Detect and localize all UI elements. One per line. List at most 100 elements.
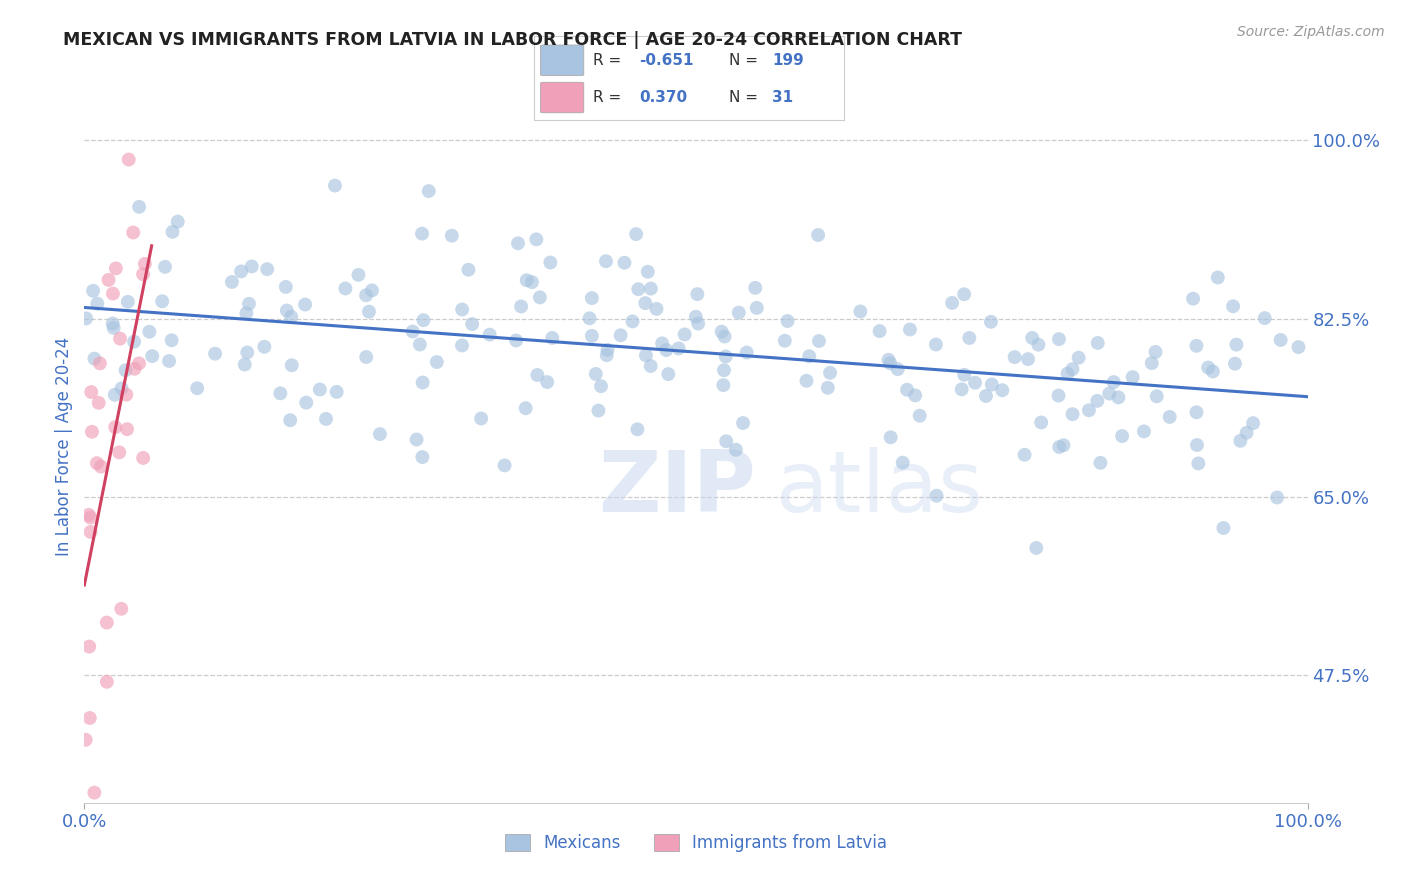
Point <box>162 225 184 239</box>
Point <box>104 388 127 402</box>
Point <box>710 325 733 339</box>
Text: N =: N = <box>730 90 763 105</box>
Point <box>1111 429 1133 443</box>
Point <box>118 153 141 167</box>
Point <box>361 284 384 298</box>
Point <box>624 227 647 241</box>
Point <box>166 214 188 228</box>
Point <box>1062 362 1084 376</box>
Point <box>538 255 561 269</box>
Point <box>1090 456 1112 470</box>
Point <box>516 273 538 287</box>
Point <box>506 236 529 251</box>
Point <box>773 334 796 348</box>
Point <box>1288 340 1310 354</box>
Point <box>634 348 657 362</box>
Point <box>96 674 118 689</box>
Point <box>1028 337 1050 351</box>
Point <box>278 413 301 427</box>
Point <box>640 359 662 373</box>
Point <box>276 303 298 318</box>
Point <box>686 287 709 301</box>
FancyBboxPatch shape <box>540 82 583 112</box>
Point <box>426 355 449 369</box>
Point <box>877 352 900 367</box>
Point <box>1085 393 1108 408</box>
Point <box>657 367 679 381</box>
Point <box>727 305 749 319</box>
Point <box>925 489 948 503</box>
Point <box>418 184 440 198</box>
Point <box>323 178 346 193</box>
Point <box>640 282 662 296</box>
Point <box>716 434 738 449</box>
Point <box>82 284 104 298</box>
Point <box>1159 409 1181 424</box>
Point <box>134 257 156 271</box>
Point <box>1122 370 1144 384</box>
Point <box>108 445 131 459</box>
Point <box>478 327 501 342</box>
Point <box>925 337 948 351</box>
Point <box>731 416 754 430</box>
Point <box>110 381 132 395</box>
Point <box>79 524 101 539</box>
Point <box>515 401 537 416</box>
Point <box>980 377 1002 392</box>
Point <box>83 351 105 366</box>
Point <box>1077 403 1099 417</box>
Text: ZIP: ZIP <box>598 447 756 531</box>
Point <box>1187 457 1209 471</box>
Point <box>1014 448 1036 462</box>
Point <box>957 331 980 345</box>
Point <box>965 376 987 390</box>
Point <box>1265 491 1288 505</box>
Point <box>97 273 120 287</box>
Point <box>457 262 479 277</box>
Point <box>411 450 433 464</box>
Point <box>1241 416 1264 430</box>
Point <box>141 349 163 363</box>
Point <box>308 383 330 397</box>
Point <box>132 450 155 465</box>
Point <box>1031 416 1053 430</box>
Point <box>86 456 108 470</box>
Text: 0.370: 0.370 <box>640 90 688 105</box>
Point <box>818 366 841 380</box>
Text: 31: 31 <box>772 90 793 105</box>
Point <box>1185 339 1208 353</box>
Point <box>807 334 830 348</box>
Text: R =: R = <box>593 90 626 105</box>
Point <box>269 386 291 401</box>
Point <box>688 317 710 331</box>
Point <box>253 340 276 354</box>
Point <box>651 336 673 351</box>
Point <box>817 381 839 395</box>
Point <box>1185 438 1208 452</box>
Point <box>713 329 735 343</box>
Point <box>1223 357 1246 371</box>
Point <box>627 282 650 296</box>
Point <box>879 356 901 370</box>
Point <box>186 381 208 395</box>
Point <box>776 314 799 328</box>
Point <box>405 433 427 447</box>
Point <box>585 367 607 381</box>
Point <box>668 342 690 356</box>
Point <box>1140 356 1163 370</box>
Point <box>150 294 173 309</box>
Point <box>1098 386 1121 401</box>
Point <box>83 786 105 800</box>
Point <box>621 314 644 328</box>
Point <box>153 260 176 274</box>
Point <box>524 232 547 246</box>
Point <box>115 387 138 401</box>
Point <box>1202 364 1225 378</box>
Point <box>494 458 516 473</box>
Point <box>451 338 474 352</box>
Point <box>440 228 463 243</box>
Point <box>578 311 600 326</box>
Point <box>114 363 136 377</box>
Point <box>714 350 737 364</box>
Point <box>1047 332 1070 346</box>
